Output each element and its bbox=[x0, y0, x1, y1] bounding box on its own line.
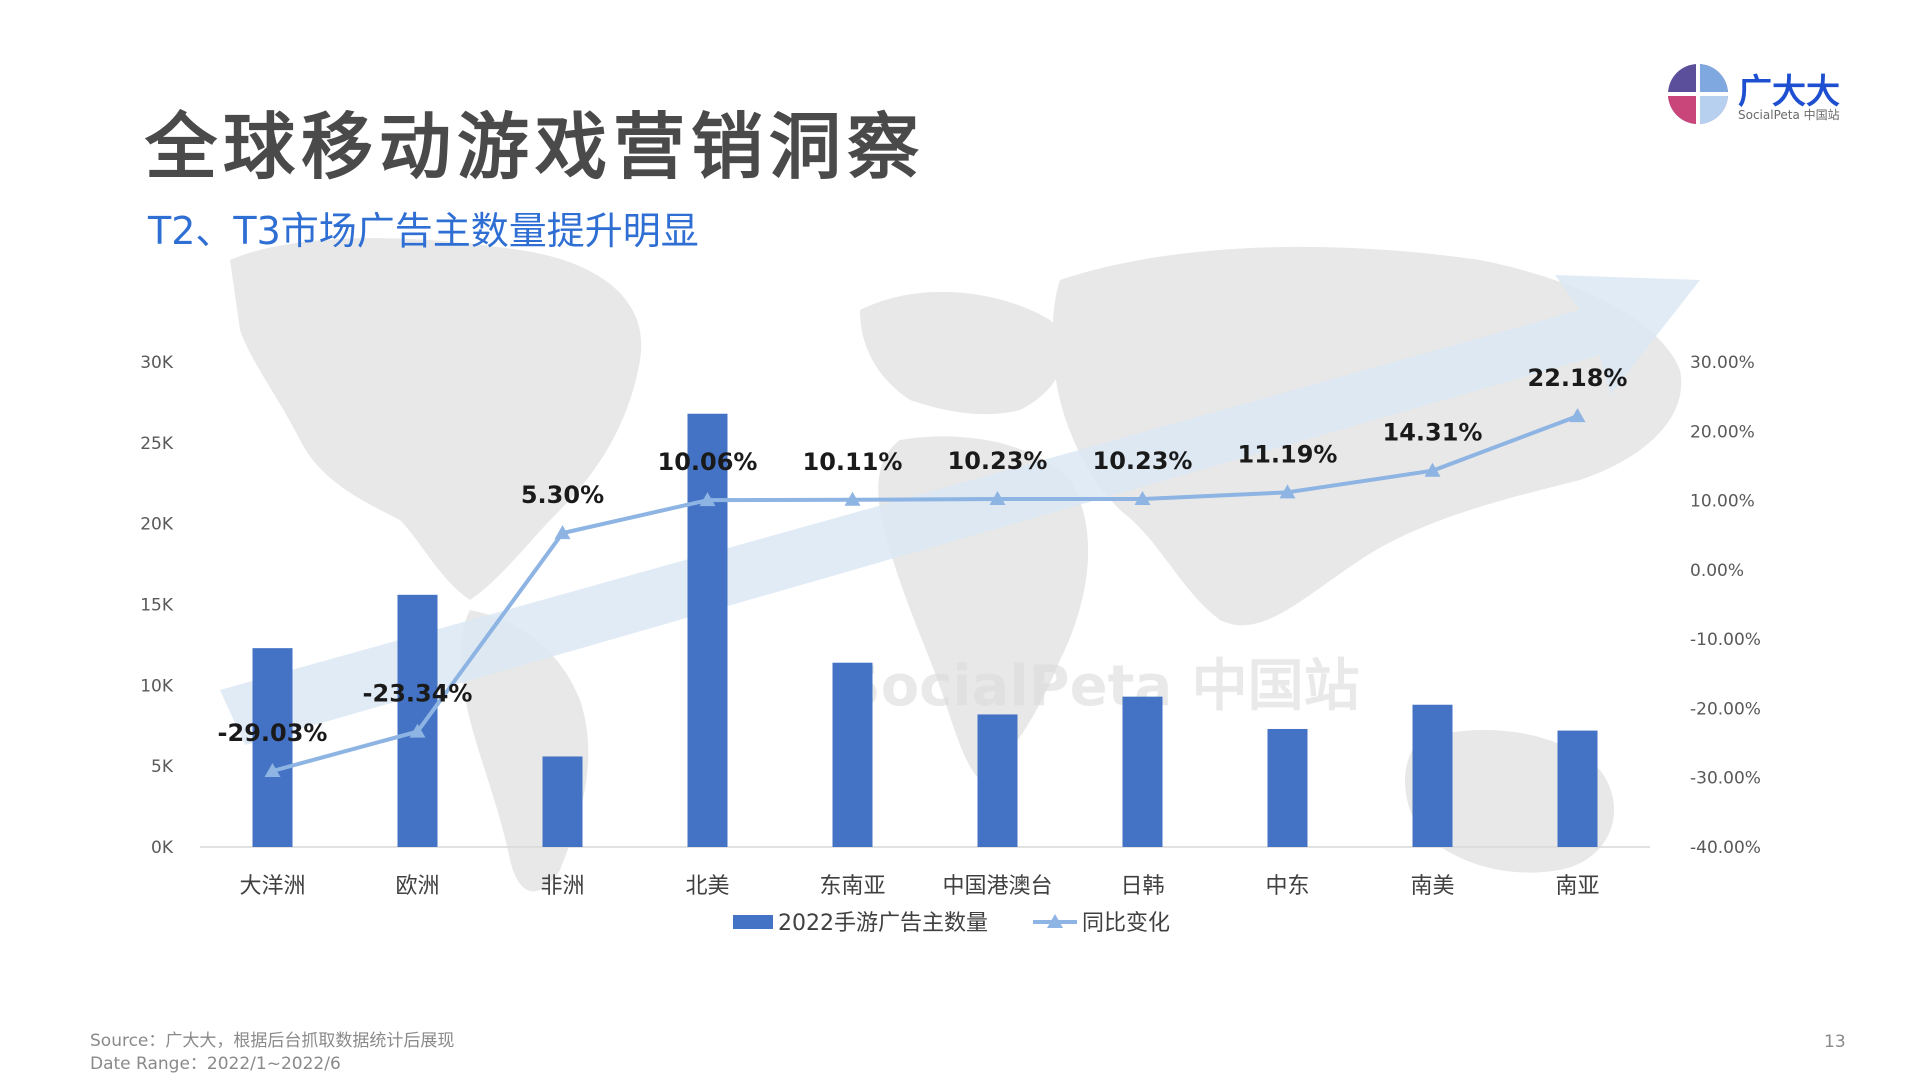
y-left-tick-label: 0K bbox=[151, 838, 174, 858]
line-point bbox=[989, 490, 1006, 505]
line-point bbox=[264, 762, 281, 777]
legend: 2022手游广告主数量 同比变化 bbox=[733, 911, 1170, 936]
data-label: 22.18% bbox=[1528, 364, 1628, 392]
y-left-tick-label: 15K bbox=[140, 596, 174, 616]
x-axis-labels: 大洋洲 欧洲 非洲 北美 东南亚 中国港澳台 日韩 中东 南美 南亚 bbox=[239, 874, 1599, 899]
data-label: 10.06% bbox=[658, 448, 758, 476]
y-right-tick-label: 20.00% bbox=[1690, 422, 1755, 442]
x-tick-label: 非洲 bbox=[540, 874, 584, 899]
bar bbox=[977, 714, 1018, 847]
data-label: 10.23% bbox=[948, 447, 1048, 475]
data-label: 11.19% bbox=[1238, 440, 1338, 468]
bar bbox=[397, 594, 438, 847]
legend-bar-swatch bbox=[733, 915, 773, 929]
legend-line-marker bbox=[1047, 914, 1063, 928]
y-right-tick-label: 30.00% bbox=[1690, 353, 1755, 373]
bar bbox=[1122, 696, 1163, 847]
line-point bbox=[1569, 408, 1586, 423]
y-right-tick-label: 0.00% bbox=[1690, 561, 1744, 581]
line-path bbox=[271, 414, 1579, 773]
x-tick-label: 东南亚 bbox=[819, 874, 885, 899]
socialpeta-logo-icon bbox=[1668, 64, 1728, 124]
bar bbox=[1412, 704, 1453, 847]
x-tick-label: 欧洲 bbox=[395, 874, 439, 899]
y-left-tick-label: 25K bbox=[140, 434, 174, 454]
upward-trend-arrow-icon bbox=[220, 275, 1700, 745]
line-point bbox=[1424, 462, 1441, 477]
data-label: -29.03% bbox=[218, 719, 328, 747]
bar-series bbox=[252, 413, 1598, 847]
y-right-tick-label: -20.00% bbox=[1690, 699, 1761, 719]
line-point bbox=[699, 492, 716, 507]
data-label: 14.31% bbox=[1383, 419, 1483, 447]
y-left-tick-label: 20K bbox=[140, 515, 174, 535]
bar bbox=[542, 756, 583, 847]
y-axis-left: 0K 5K 10K 15K 20K 25K 30K bbox=[140, 353, 174, 858]
data-label: 10.23% bbox=[1093, 447, 1193, 475]
y-right-tick-label: -10.00% bbox=[1690, 630, 1761, 650]
footer-source: Source：广大大，根据后台抓取数据统计后展现 bbox=[90, 1031, 455, 1051]
y-right-tick-label: 10.00% bbox=[1690, 492, 1755, 512]
bar bbox=[1557, 730, 1598, 847]
x-tick-label: 日韩 bbox=[1120, 874, 1164, 899]
y-axis-right: -40.00% -30.00% -20.00% -10.00% 0.00% 10.00% 2… bbox=[1690, 353, 1761, 858]
y-left-tick-label: 10K bbox=[140, 676, 174, 696]
x-tick-label: 南美 bbox=[1410, 874, 1454, 899]
y-left-tick-label: 30K bbox=[140, 353, 174, 373]
line-point bbox=[1279, 484, 1296, 499]
x-tick-label: 大洋洲 bbox=[239, 874, 305, 899]
logo-subtext: SocialPeta 中国站 bbox=[1738, 108, 1840, 122]
bar bbox=[687, 413, 728, 847]
footer: Source：广大大，根据后台抓取数据统计后展现 Date Range：2022… bbox=[90, 1030, 454, 1076]
legend-label: 同比变化 bbox=[1082, 911, 1170, 936]
page-title: 全球移动游戏营销洞察 bbox=[145, 105, 926, 189]
x-tick-label: 中东 bbox=[1265, 874, 1309, 899]
page-subtitle: T2、T3市场广告主数量提升明显 bbox=[148, 209, 699, 253]
line-point bbox=[844, 491, 861, 506]
legend-label: 2022手游广告主数量 bbox=[778, 911, 988, 936]
footer-date-range: Date Range：2022/1~2022/6 bbox=[90, 1054, 341, 1074]
data-label: 10.11% bbox=[803, 448, 903, 476]
data-label: 5.30% bbox=[521, 481, 604, 509]
bar bbox=[252, 648, 293, 847]
bar bbox=[832, 662, 873, 847]
x-tick-label: 北美 bbox=[685, 874, 729, 899]
x-tick-label: 中国港澳台 bbox=[942, 874, 1052, 899]
bar bbox=[1267, 728, 1308, 847]
line-point bbox=[554, 525, 571, 540]
y-right-tick-label: -40.00% bbox=[1690, 838, 1761, 858]
watermark: SocialPeta 中国站 bbox=[840, 654, 1359, 719]
y-left-tick-label: 5K bbox=[151, 757, 174, 777]
line-series: -29.03% -23.34% 5.30% 10.06% 10.11% 10.23% 10.… bbox=[218, 364, 1628, 777]
logo-text: 广大大 bbox=[1738, 72, 1840, 112]
page-number: 13 bbox=[1824, 1032, 1846, 1052]
y-right-tick-label: -30.00% bbox=[1690, 769, 1761, 789]
line-point bbox=[1134, 490, 1151, 505]
world-map-icon bbox=[230, 238, 1682, 892]
brand-logo: 广大大 SocialPeta 中国站 bbox=[1658, 60, 1858, 130]
line-point bbox=[409, 723, 426, 738]
x-tick-label: 南亚 bbox=[1555, 874, 1599, 899]
data-label: -23.34% bbox=[363, 680, 473, 708]
